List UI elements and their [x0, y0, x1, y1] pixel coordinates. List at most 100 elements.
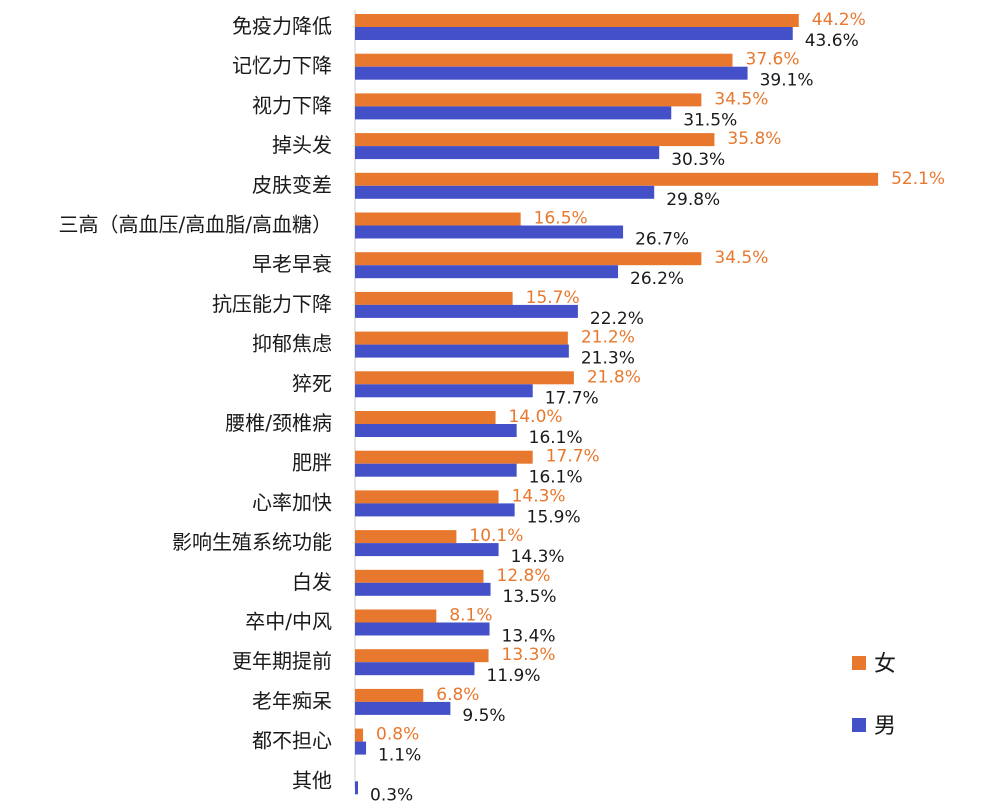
bar-male [355, 185, 655, 199]
bar-female [355, 371, 574, 385]
category-label: 掉头发 [272, 133, 332, 157]
category-label: 都不担心 [252, 729, 332, 753]
legend-swatch-female [852, 656, 866, 670]
bar-female [355, 411, 496, 424]
bar-male [355, 106, 672, 120]
data-label-female: 13.3% [502, 645, 556, 665]
data-label-female: 34.5% [714, 248, 768, 268]
category-label: 视力下降 [252, 93, 332, 117]
bar-female [355, 688, 424, 702]
bar-female [355, 530, 457, 544]
data-label-male: 26.2% [630, 269, 684, 289]
data-label-female: 52.1% [891, 169, 945, 189]
bar-male [355, 622, 490, 636]
bar-female [355, 728, 364, 742]
bar-female [355, 450, 533, 464]
bar-female [355, 649, 489, 663]
data-label-female: 34.5% [714, 89, 768, 109]
bar-female [355, 609, 437, 623]
bar-female [355, 252, 702, 266]
category-label: 三高（高血压/高血脂/高血糖） [59, 213, 332, 237]
category-label: 卒中/中风 [245, 610, 332, 634]
data-label-female: 44.2% [812, 10, 866, 30]
data-label-female: 10.1% [469, 526, 523, 546]
category-label: 皮肤变差 [252, 173, 332, 197]
data-label-female: 14.0% [509, 407, 563, 427]
bar-male [355, 265, 619, 279]
bar-male [355, 304, 578, 318]
data-label-male: 1.1% [378, 746, 421, 766]
data-label-male: 14.3% [511, 547, 565, 567]
category-label: 心率加快 [252, 490, 332, 514]
bar-female [355, 93, 702, 107]
bar-male [355, 27, 793, 40]
data-label-male: 9.5% [462, 706, 505, 726]
bar-female [355, 331, 568, 345]
legend-swatch-male [852, 718, 866, 732]
bar-male [355, 384, 533, 398]
data-label-female: 16.5% [534, 209, 588, 229]
category-label: 早老早衰 [252, 252, 332, 276]
bar-male [355, 503, 515, 517]
data-label-female: 35.8% [727, 129, 781, 149]
data-label-male: 16.1% [529, 428, 583, 448]
bar-male [355, 781, 359, 795]
data-label-female: 6.8% [436, 685, 479, 705]
data-label-female: 14.3% [512, 486, 566, 506]
bar-female [355, 291, 513, 305]
bar-female [355, 133, 715, 147]
data-label-female: 12.8% [497, 566, 551, 586]
category-label: 腰椎/颈椎病 [225, 411, 332, 435]
category-label: 其他 [292, 768, 332, 792]
category-label: 白发 [292, 570, 332, 594]
category-label: 更年期提前 [232, 649, 332, 673]
data-label-female: 37.6% [746, 50, 800, 70]
data-label-female: 15.7% [526, 288, 580, 308]
data-label-male: 30.3% [671, 150, 725, 170]
data-label-male: 22.2% [590, 309, 644, 329]
bar-male [355, 225, 624, 239]
data-label-female: 21.2% [581, 328, 635, 348]
data-label-male: 16.1% [529, 468, 583, 488]
data-label-female: 17.7% [546, 447, 600, 467]
data-label-male: 13.4% [502, 627, 556, 647]
data-label-male: 31.5% [683, 110, 737, 130]
data-label-female: 0.8% [376, 725, 419, 745]
data-label-male: 43.6% [805, 31, 859, 51]
bar-male [355, 463, 517, 477]
data-label-male: 17.7% [545, 388, 599, 408]
bar-female [355, 53, 733, 67]
category-label: 抗压能力下降 [212, 292, 332, 316]
data-label-male: 39.1% [760, 71, 814, 91]
bar-male [355, 66, 748, 80]
data-label-female: 8.1% [449, 606, 492, 626]
bar-male [355, 543, 499, 557]
bar-male [355, 424, 517, 437]
bar-female [355, 212, 521, 226]
bar-male [355, 344, 569, 358]
bar-male [355, 662, 475, 676]
data-label-male: 11.9% [486, 666, 540, 686]
legend-label-male: 男 [874, 714, 896, 739]
legend-label-female: 女 [874, 652, 896, 677]
bar-male [355, 582, 491, 596]
category-label: 老年痴呆 [252, 689, 332, 713]
bar-female [355, 14, 799, 27]
data-label-male: 0.3% [370, 785, 413, 805]
data-label-male: 15.9% [527, 507, 581, 527]
data-label-female: 21.8% [587, 367, 641, 387]
category-label: 免疫力降低 [232, 14, 332, 38]
category-label: 猝死 [292, 371, 332, 395]
data-label-male: 21.3% [581, 349, 635, 369]
bar-female [355, 172, 879, 186]
bar-male [355, 146, 660, 160]
category-label: 抑郁焦虑 [252, 332, 332, 356]
data-label-male: 26.7% [635, 230, 689, 250]
data-label-male: 29.8% [666, 190, 720, 210]
bar-female [355, 569, 484, 583]
category-label: 影响生殖系统功能 [172, 530, 332, 554]
data-label-male: 13.5% [503, 587, 557, 607]
category-label: 肥胖 [292, 451, 332, 475]
